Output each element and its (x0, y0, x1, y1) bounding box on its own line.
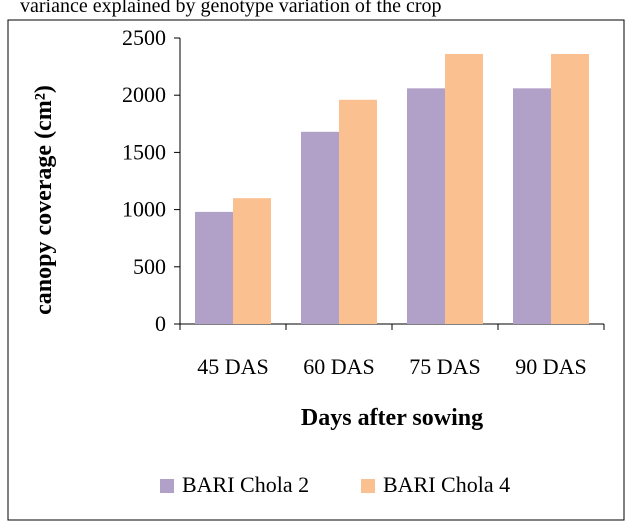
y-tick-label: 0 (155, 311, 166, 336)
bar-bari-chola-2-60-das (301, 131, 339, 324)
legend-label: BARI Chola 2 (182, 472, 309, 497)
x-tick-label: 75 DAS (409, 354, 481, 379)
y-tick-label: 2000 (122, 82, 166, 107)
y-tick-label: 1500 (122, 139, 166, 164)
bar-bari-chola-4-60-das (339, 99, 377, 324)
bar-bari-chola-4-75-das (445, 54, 483, 325)
bar-bari-chola-2-90-das (513, 88, 551, 324)
legend-swatch (361, 479, 375, 493)
x-tick-label: 60 DAS (303, 354, 375, 379)
tick-labels: 0 500 1000 1500 2000 2500 45 DAS 60 DAS 75 DAS 90… (122, 25, 587, 379)
legend: BARI Chola 2 BARI Chola 4 (160, 472, 510, 497)
y-tick-label: 1000 (122, 197, 166, 222)
bar-bari-chola-2-75-das (407, 88, 445, 324)
caption-fragment: variance explained by genotype variation… (20, 0, 442, 17)
y-tick-label: 2500 (122, 25, 166, 50)
bars (195, 54, 589, 325)
x-axis-title: Days after sowing (301, 405, 483, 431)
legend-label: BARI Chola 4 (383, 472, 510, 497)
bar-bari-chola-4-90-das (551, 54, 589, 325)
bar-bari-chola-4-45-das (233, 198, 271, 324)
bar-bari-chola-2-45-das (195, 211, 233, 324)
y-axis-title: canopy coverage (cm²) (31, 85, 57, 315)
x-tick-label: 45 DAS (197, 354, 269, 379)
legend-swatch (160, 479, 174, 493)
x-tick-label: 90 DAS (515, 354, 587, 379)
y-tick-label: 500 (133, 254, 166, 279)
